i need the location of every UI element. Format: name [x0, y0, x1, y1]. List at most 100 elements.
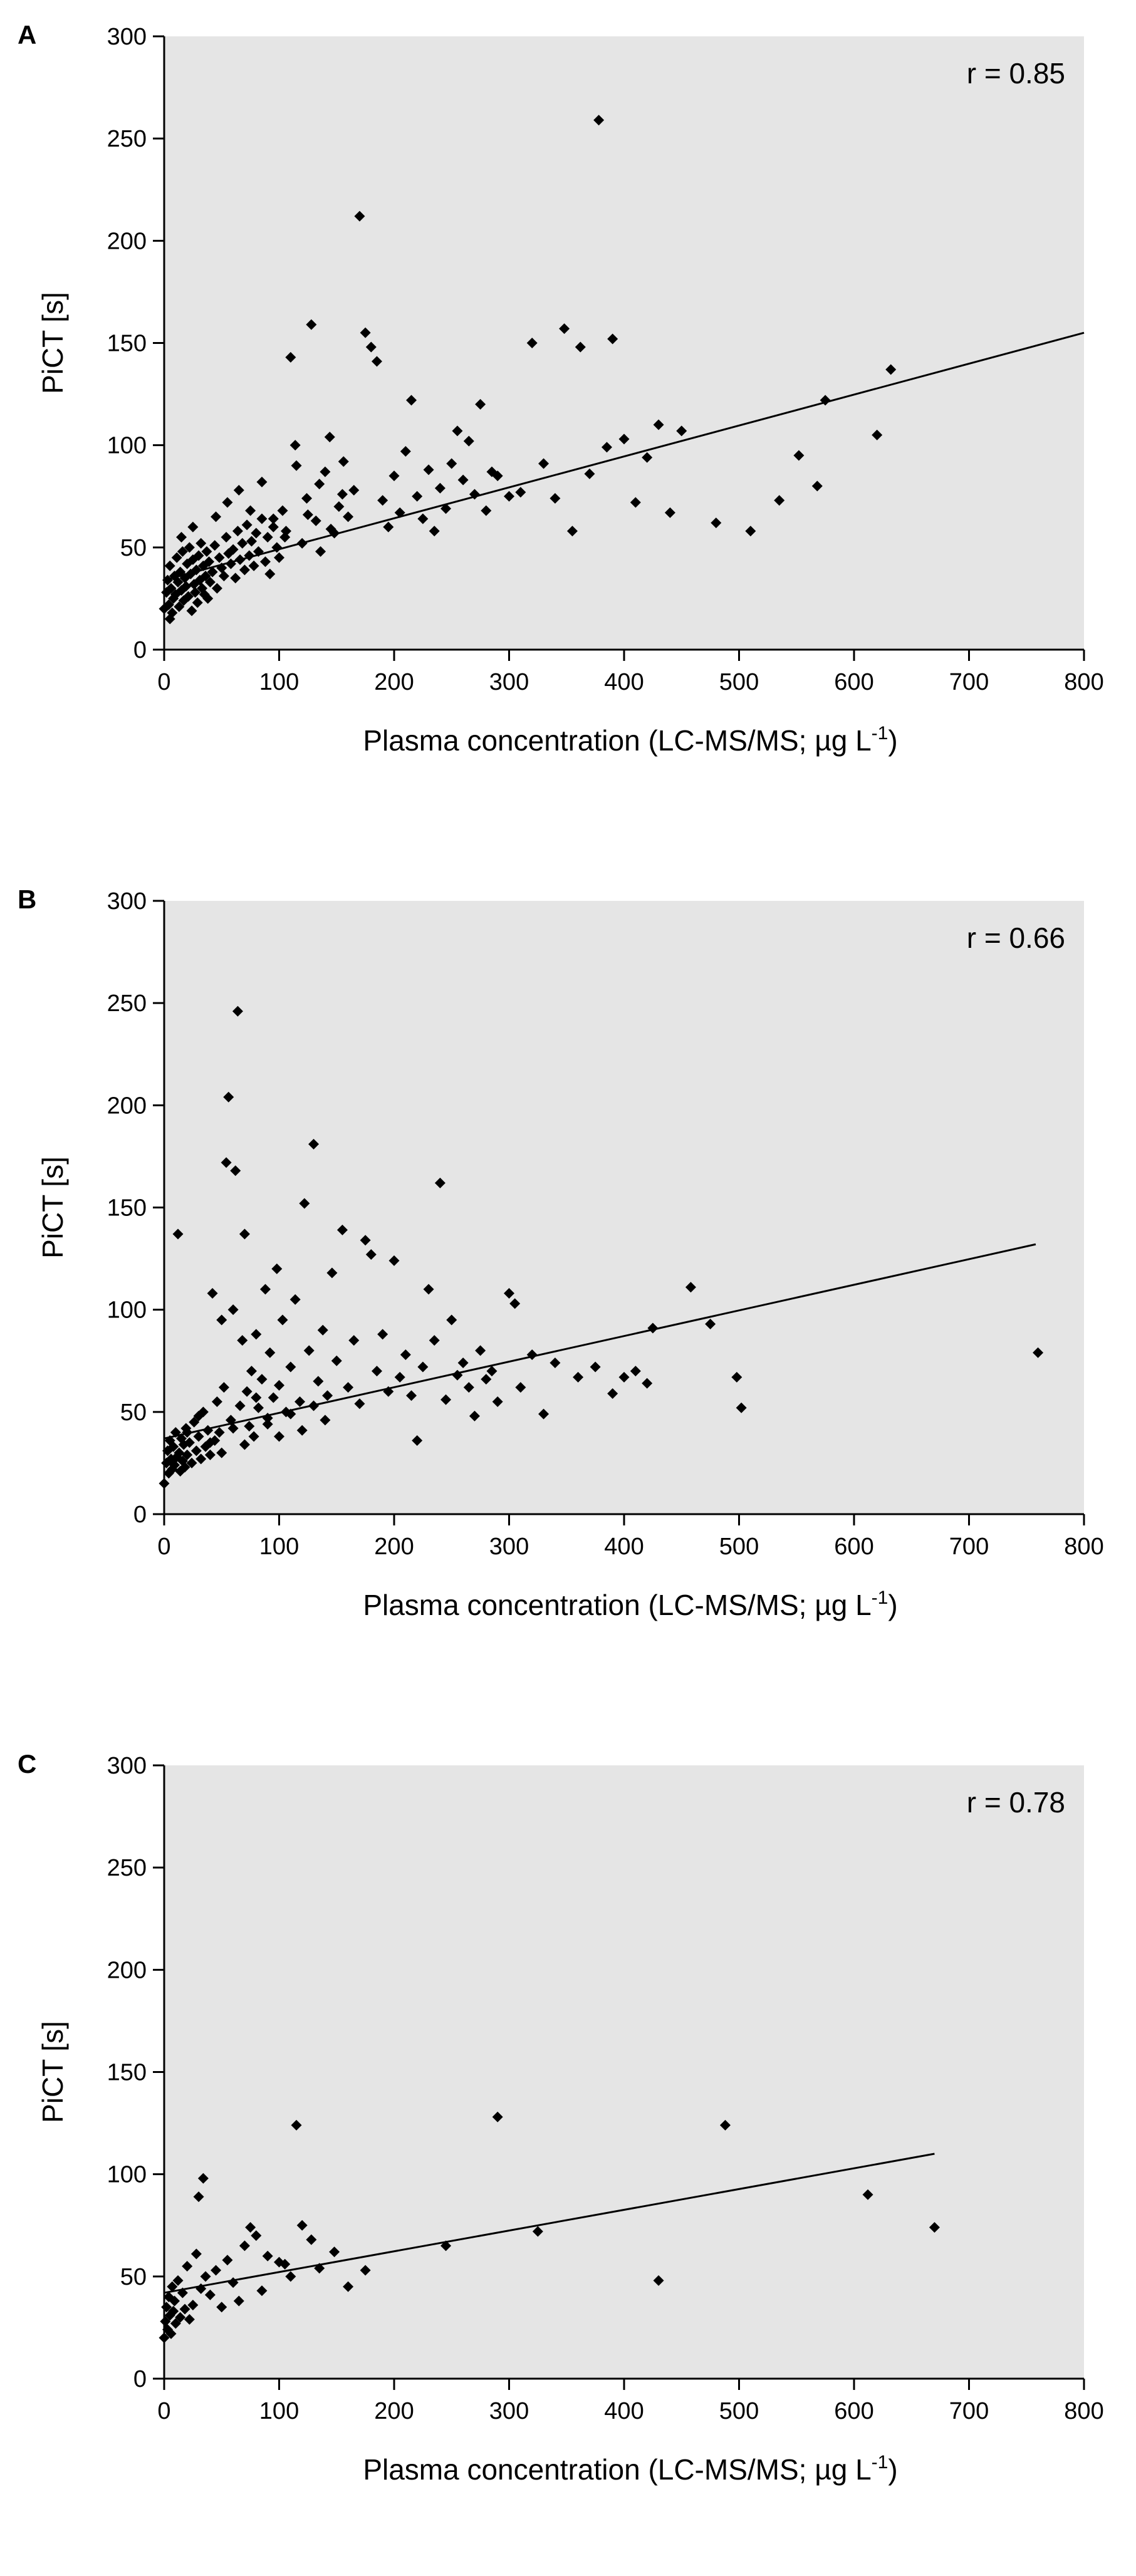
data-point [538, 458, 550, 469]
data-point [676, 425, 687, 437]
panel-label: C [18, 1749, 36, 1779]
data-point [299, 1198, 310, 1209]
data-point [182, 1426, 193, 1438]
x-axis-title-main: Plasma concentration (LC-MS/MS; µg L [363, 724, 871, 757]
data-point [246, 1366, 257, 1377]
data-point [440, 503, 452, 514]
data-point [259, 556, 271, 568]
data-point [383, 521, 394, 532]
data-point [336, 489, 348, 500]
data-point [204, 1449, 216, 1460]
data-point [642, 452, 653, 463]
data-point [177, 2287, 188, 2298]
data-point [406, 395, 417, 406]
panel-label: B [18, 885, 36, 914]
data-point [271, 1263, 283, 1274]
data-point [793, 450, 805, 461]
data-point [251, 2230, 262, 2241]
data-point [736, 1402, 747, 1413]
data-point [169, 2295, 180, 2307]
data-point [168, 1441, 179, 1452]
data-point [251, 527, 262, 539]
data-point [306, 2234, 317, 2245]
data-point [492, 470, 503, 482]
data-point [202, 593, 214, 604]
data-point [193, 2191, 204, 2203]
data-point [469, 489, 480, 500]
data-point [253, 546, 264, 557]
data-point [165, 2328, 177, 2339]
data-point [167, 1463, 178, 1475]
data-point [202, 1425, 214, 1436]
data-point [256, 1374, 268, 1385]
data-point [264, 1347, 276, 1358]
data-point [647, 1322, 659, 1334]
data-point [190, 2248, 202, 2260]
plot-area [164, 901, 1084, 1514]
x-tick-label: 600 [834, 2398, 873, 2424]
data-point [186, 1457, 197, 1468]
data-point [214, 1426, 225, 1438]
data-point [526, 338, 538, 348]
data-point [423, 464, 434, 475]
x-tick-label: 100 [259, 2398, 299, 2424]
data-point [175, 2312, 186, 2323]
data-point [248, 560, 259, 571]
data-point [169, 1460, 180, 1471]
panel-b: 0 50 100 150 200 250 300 0 100 200 300 400 500 600 700… [0, 865, 1136, 1711]
data-point [170, 2318, 181, 2329]
data-point [452, 1369, 463, 1381]
data-point [412, 1435, 423, 1446]
data-point [329, 2246, 340, 2258]
x-tick-label: 500 [719, 2398, 759, 2424]
data-point [504, 1288, 514, 1299]
data-point [336, 1224, 348, 1235]
x-axis-title: Plasma concentration (LC-MS/MS; µg L-1) [363, 1587, 897, 1621]
data-point [274, 1379, 284, 1391]
data-point [360, 327, 371, 338]
data-point [211, 1396, 222, 1408]
data-point [225, 558, 236, 569]
x-axis-title-main: Plasma concentration (LC-MS/MS; µg L [363, 1589, 871, 1621]
data-point [872, 429, 883, 440]
data-point [308, 1138, 320, 1150]
x-axis-title-sup: -1 [872, 1587, 888, 1608]
data-point [222, 497, 233, 508]
data-point [204, 2289, 216, 2300]
data-point [285, 2271, 296, 2282]
data-point [492, 1396, 503, 1408]
data-point [274, 1431, 284, 1442]
data-point [618, 434, 630, 445]
scatter-chart-c: 0 50 100 150 200 250 300 0 100 200 300 400 500 600 700… [18, 1749, 1104, 2486]
y-tick-label: 300 [107, 888, 147, 915]
data-point [383, 1386, 394, 1397]
x-tick-label: 0 [157, 669, 170, 695]
y-tick-label: 0 [133, 2366, 147, 2392]
data-point [174, 601, 185, 612]
data-point [176, 532, 187, 543]
y-axis-title: PiCT [s] [36, 292, 69, 394]
data-point [225, 1415, 236, 1426]
data-point [550, 1358, 561, 1369]
data-point [315, 546, 326, 557]
scatter-chart-b: 0 50 100 150 200 250 300 0 100 200 300 400 500 600 700… [18, 885, 1104, 1621]
data-point [338, 456, 349, 467]
data-point [159, 2332, 170, 2344]
data-point [365, 1249, 377, 1260]
data-point [664, 507, 675, 518]
data-point [178, 1439, 189, 1450]
data-point [232, 526, 243, 537]
data-point [200, 571, 211, 582]
data-point [331, 1355, 342, 1366]
data-point [239, 1228, 250, 1240]
data-point [162, 574, 174, 586]
x-tick-label: 600 [834, 1534, 873, 1560]
data-point [253, 1402, 264, 1413]
data-point [394, 1371, 405, 1383]
x-tick-label: 200 [374, 669, 414, 695]
data-point [303, 1345, 315, 1356]
data-point [320, 1415, 331, 1426]
data-point [170, 1426, 181, 1438]
data-point [218, 1382, 229, 1393]
data-point [195, 1453, 207, 1465]
